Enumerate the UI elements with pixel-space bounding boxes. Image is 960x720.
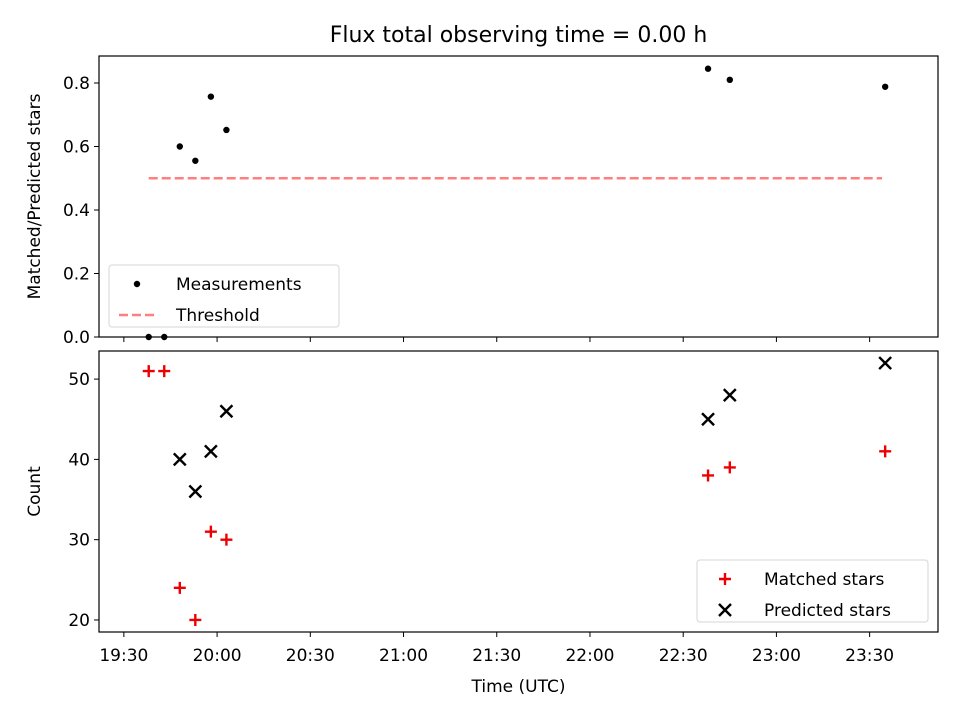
matched-star-point: [173, 581, 186, 594]
x-tick-label: 22:30: [659, 646, 708, 666]
matched-star-point: [702, 469, 715, 482]
predicted-star-point: [878, 356, 893, 370]
y-tick-label: 30: [68, 531, 90, 551]
legend-x-swatch: [718, 603, 732, 617]
plot-frame: [98, 55, 939, 338]
legend-label: Matched stars: [764, 570, 884, 590]
legend-box: [696, 559, 929, 623]
measurement-point: [176, 143, 183, 150]
top-panel: 0.0 0.2 0.4 0.6 0.8 Matched/Predicted stars Me…: [25, 55, 939, 348]
predicted-star-point: [204, 444, 218, 459]
x-tick-label: 20:30: [286, 646, 335, 666]
x-tick-label: 23:00: [752, 646, 801, 666]
matched-star-point: [204, 525, 217, 538]
y-tick-label: 20: [68, 611, 90, 631]
y-tick-label: 40: [68, 450, 90, 470]
matched-star-point: [220, 533, 233, 546]
measurement-point: [207, 93, 215, 100]
series-matched-stars: [142, 365, 892, 626]
bottom-panel: 20 30 40 50 19:30 20:00 20:30 21:00 21:30 22:00 22…: [25, 350, 939, 697]
matched-star-point: [879, 445, 892, 458]
legend-dot-swatch: [133, 280, 141, 288]
matched-star-point: [723, 461, 736, 474]
y-tick-label: 50: [68, 370, 90, 390]
x-tick-label: 21:00: [379, 646, 428, 666]
legend: Matched stars Predicted stars: [696, 559, 929, 623]
measurement-point: [223, 126, 230, 134]
y-axis-label: Count: [25, 466, 45, 517]
predicted-star-point: [701, 412, 715, 427]
y-tick-label: 0.6: [63, 137, 90, 157]
measurement-point: [726, 76, 734, 84]
series-measurements: [145, 65, 889, 341]
predicted-star-point: [722, 388, 737, 403]
legend-box: [108, 264, 340, 328]
legend-label: Measurements: [176, 275, 302, 295]
measurement-point: [881, 83, 889, 90]
predicted-star-point: [172, 452, 187, 467]
predicted-star-point: [188, 484, 203, 499]
plot-frame: [98, 350, 939, 633]
y-tick-label: 0.8: [63, 74, 90, 94]
measurement-point: [704, 65, 712, 72]
y-tick-label: 0.4: [63, 201, 90, 221]
series-predicted-stars: [172, 356, 893, 499]
x-tick-label: 22:00: [565, 646, 614, 666]
matched-star-point: [142, 365, 155, 378]
legend-label: Predicted stars: [764, 601, 891, 621]
predicted-star-point: [219, 404, 234, 419]
y-tick-label: 0.2: [63, 264, 90, 284]
chart-title: Flux total observing time = 0.00 h: [330, 23, 708, 48]
x-axis-label: Time (UTC): [471, 677, 566, 697]
y-axis-label: Matched/Predicted stars: [25, 93, 45, 299]
legend-plus-swatch: [719, 573, 731, 585]
legend: Measurements Threshold: [108, 264, 340, 328]
legend-label: Threshold: [175, 306, 260, 326]
measurement-point: [192, 157, 199, 164]
x-tick-label: 23:30: [845, 646, 894, 666]
x-tick-label: 20:00: [193, 646, 242, 666]
x-tick-label: 19:30: [99, 646, 148, 666]
matched-star-point: [189, 613, 202, 626]
x-tick-label: 21:30: [472, 646, 521, 666]
matched-star-point: [158, 365, 171, 378]
y-tick-label: 0.0: [63, 328, 90, 348]
